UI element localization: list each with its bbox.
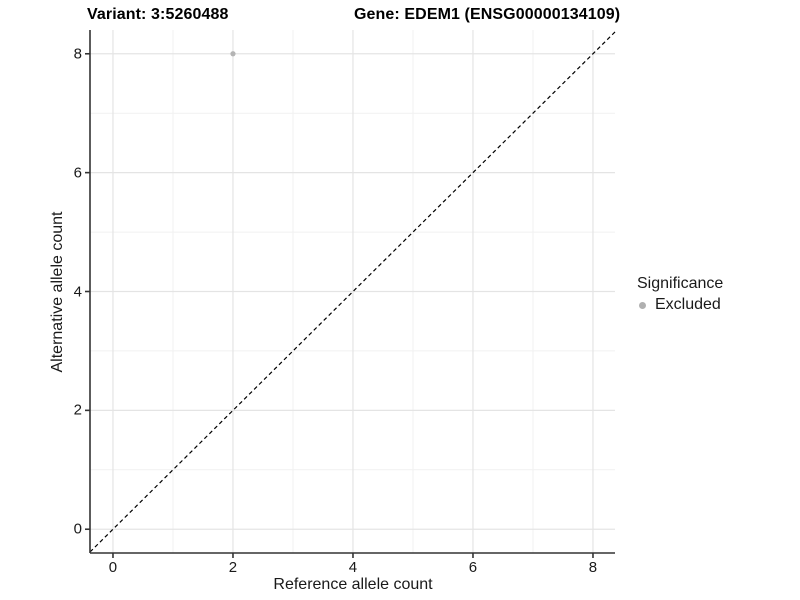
y-axis-title: Alternative allele count xyxy=(49,211,66,373)
x-tick-label-2: 4 xyxy=(348,559,358,576)
legend-title: Significance xyxy=(637,275,724,292)
legend-item-label: Excluded xyxy=(655,296,721,314)
x-tick-label-1: 2 xyxy=(228,559,238,576)
y-tick-label-4: 8 xyxy=(73,45,82,63)
x-tick-label-0: 0 xyxy=(108,559,118,576)
plot-title-gene: Gene: EDEM1 (ENSG00000134109) xyxy=(354,6,621,23)
y-tick-label-3: 6 xyxy=(73,164,82,182)
y-tick-label-0: 0 xyxy=(73,520,82,538)
data-point xyxy=(230,51,236,57)
y-tick-label-1: 2 xyxy=(73,401,82,419)
legend: Significance Excluded xyxy=(637,275,723,315)
legend-point-icon xyxy=(639,302,646,310)
x-tick-label-3: 6 xyxy=(468,559,478,576)
y-tick-label-2: 4 xyxy=(73,283,82,300)
legend-item-excluded: Excluded xyxy=(637,296,723,314)
x-axis-title: Reference allele count xyxy=(273,576,433,593)
plot-title-variant: Variant: 3:5260488 xyxy=(87,6,229,23)
x-tick-label-4: 8 xyxy=(588,559,598,576)
